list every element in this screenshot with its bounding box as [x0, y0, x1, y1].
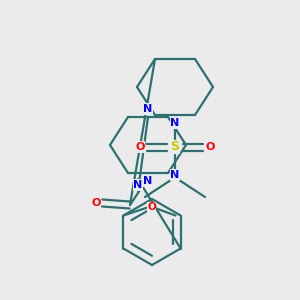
Text: N: N	[143, 176, 153, 186]
Text: N: N	[143, 104, 153, 114]
Text: O: O	[205, 142, 215, 152]
Text: S: S	[170, 140, 179, 154]
Text: N: N	[134, 180, 142, 190]
Text: O: O	[91, 198, 101, 208]
Text: O: O	[135, 142, 145, 152]
Text: O: O	[147, 202, 156, 212]
Text: N: N	[170, 170, 180, 180]
Text: N: N	[170, 118, 180, 128]
